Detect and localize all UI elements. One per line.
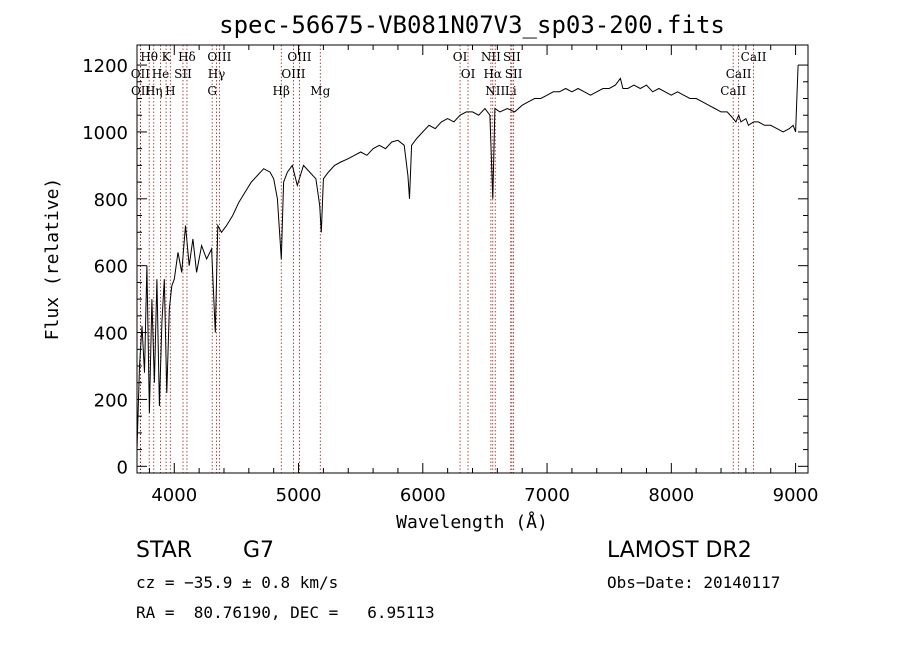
x-tick-label: 5000 [276, 485, 322, 506]
spectral-line-label: Hη [145, 84, 163, 98]
spectral-line-label: OIII [281, 67, 305, 81]
spectral-line-label: OII [131, 84, 151, 98]
x-axis-label: Wavelength (Å) [396, 511, 548, 533]
x-tick-label: 9000 [773, 485, 819, 506]
spectral-line-label: OII [131, 67, 151, 81]
spectral-line-label: Mg [310, 84, 330, 98]
spectral-line-label: NII [485, 84, 505, 98]
spectral-line-label: Hδ [178, 50, 196, 64]
spectral-line-label: CaII [741, 50, 767, 64]
spectral-line-label: H [165, 84, 175, 98]
y-tick-label: 400 [94, 324, 128, 345]
coordinates: RA = 80.76190, DEC = 6.95113 [136, 603, 435, 622]
y-axis-label: Flux (relative) [42, 178, 63, 341]
plot-frame [136, 44, 809, 474]
y-tick-label: 0 [117, 457, 128, 478]
spectrum-line [136, 65, 799, 450]
x-tick-label: 4000 [151, 485, 197, 506]
spectral-line-label: NII [481, 50, 501, 64]
spectral-line-label: OI [461, 67, 476, 81]
spectral-line-label: Li [505, 84, 517, 98]
redshift-velocity: cz = −35.9 ± 0.8 km/s [136, 573, 339, 592]
x-tick-label: 7000 [524, 485, 570, 506]
spectral-line-label: OIII [207, 50, 231, 64]
spectral-line-label: Hθ [140, 50, 158, 64]
spectral-line-label: Hγ [208, 67, 226, 81]
y-tick-label: 800 [94, 190, 128, 211]
x-tick-label: 8000 [648, 485, 694, 506]
object-type: STAR [136, 538, 193, 563]
spectral-line-label: SII [503, 50, 521, 64]
spectral-line-label: CaII [726, 67, 752, 81]
spectral-line-label: SII [174, 67, 192, 81]
observation-date: Obs−Date: 20140117 [607, 573, 781, 592]
spectral-subclass: G7 [243, 538, 275, 563]
chart-title: spec-56675-VB081N07V3_sp03-200.fits [219, 11, 725, 39]
y-tick-label: 200 [94, 390, 128, 411]
x-tick-label: 6000 [400, 485, 446, 506]
spectral-line-label: Hβ [273, 84, 290, 98]
survey-name: LAMOST DR2 [607, 538, 752, 563]
spectral-line-label: CaII [720, 84, 746, 98]
spectral-line-label: G [207, 84, 217, 98]
y-tick-label: 600 [94, 257, 128, 278]
spectral-line-label: OIII [287, 50, 311, 64]
spectral-line-label: K [162, 50, 172, 64]
y-tick-label: 1200 [82, 56, 128, 77]
spectral-line-label: OI [453, 50, 468, 64]
axis-ticks: 4000 5000 6000 7000 8000 9000 0 200 400 600 800 100… [82, 45, 818, 506]
spectral-line-label: Hα [483, 67, 502, 81]
spectral-line-label: SII [505, 67, 523, 81]
spectral-line-markers [139, 45, 754, 473]
spectral-line-label: He [152, 67, 170, 81]
y-tick-label: 1000 [82, 123, 128, 144]
